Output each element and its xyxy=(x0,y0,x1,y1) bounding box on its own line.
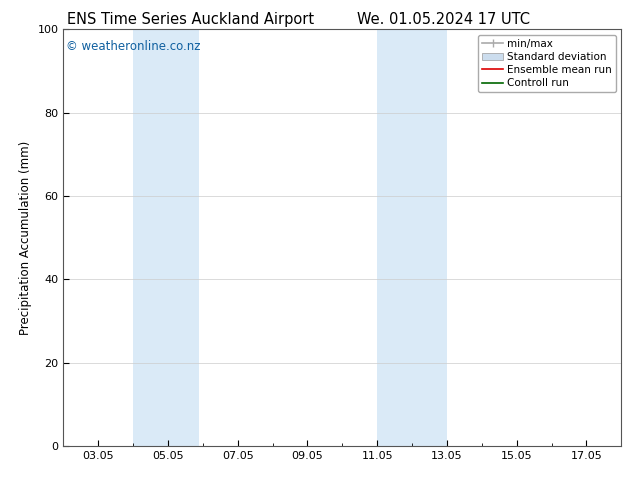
Bar xyxy=(377,29,447,446)
Y-axis label: Precipitation Accumulation (mm): Precipitation Accumulation (mm) xyxy=(19,141,32,335)
Text: ENS Time Series Auckland Airport: ENS Time Series Auckland Airport xyxy=(67,12,314,27)
Text: © weatheronline.co.nz: © weatheronline.co.nz xyxy=(66,40,201,53)
Text: We. 01.05.2024 17 UTC: We. 01.05.2024 17 UTC xyxy=(358,12,530,27)
Legend: min/max, Standard deviation, Ensemble mean run, Controll run: min/max, Standard deviation, Ensemble me… xyxy=(478,35,616,92)
Bar xyxy=(133,29,199,446)
